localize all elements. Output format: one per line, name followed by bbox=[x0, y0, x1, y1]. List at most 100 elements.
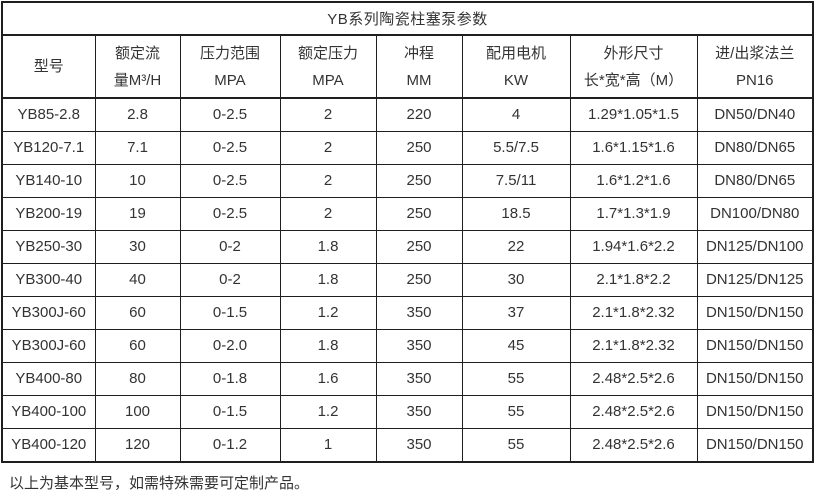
table-cell: 0-2.5 bbox=[179, 131, 281, 165]
column-header-line1: 型号 bbox=[33, 58, 64, 75]
table-cell: 1.6*1.2*1.6 bbox=[569, 164, 698, 198]
table-cell: 1.6*1.15*1.6 bbox=[569, 131, 698, 165]
column-header-7: 外形尺寸长*宽*高（M） bbox=[569, 34, 698, 99]
table-cell: 2 bbox=[279, 164, 377, 198]
column-header-line2: MPA bbox=[214, 71, 246, 89]
table-cell: 0-2 bbox=[179, 263, 281, 297]
table-cell: DN80/DN65 bbox=[696, 164, 814, 198]
table-cell: 55 bbox=[461, 395, 571, 429]
table-cell: 7.1 bbox=[94, 131, 181, 165]
table-cell: 2.8 bbox=[94, 97, 181, 132]
table-cell: 1 bbox=[279, 428, 377, 463]
table-cell: 250 bbox=[375, 197, 463, 231]
table-cell: 0-1.5 bbox=[179, 395, 281, 429]
table-row: YB250-30 30 0-2 1.8 250 22 1.94*1.6*2.2 DN125/D… bbox=[1, 230, 814, 264]
table-cell: 350 bbox=[375, 329, 463, 363]
table-body: YB85-2.8 2.8 0-2.5 2 220 4 1.29*1.05*1.5 DN50/D… bbox=[1, 97, 814, 463]
table-cell: 0-1.8 bbox=[179, 362, 281, 396]
table-cell: 1.2 bbox=[279, 395, 377, 429]
table-cell: 19 bbox=[94, 197, 181, 231]
table-cell: 2.1*1.8*2.2 bbox=[569, 263, 698, 297]
table-cell: DN125/DN125 bbox=[696, 263, 814, 297]
table-cell: 120 bbox=[94, 428, 181, 463]
table-cell: 40 bbox=[94, 263, 181, 297]
table-cell: 0-1.5 bbox=[179, 296, 281, 330]
table-cell: YB300J-60 bbox=[1, 329, 96, 363]
table-cell: 250 bbox=[375, 263, 463, 297]
column-header-6: 配用电机 KW bbox=[461, 34, 571, 99]
column-header-5: 冲程 MM bbox=[375, 34, 463, 99]
table-cell: 2.1*1.8*2.32 bbox=[569, 296, 698, 330]
table-cell: YB400-100 bbox=[1, 395, 96, 429]
table-cell: YB400-120 bbox=[1, 428, 96, 463]
table-cell: 0-1.2 bbox=[179, 428, 281, 463]
table-cell: 2.1*1.8*2.32 bbox=[569, 329, 698, 363]
table-cell: 350 bbox=[375, 296, 463, 330]
table-cell: 100 bbox=[94, 395, 181, 429]
table-cell: 1.6 bbox=[279, 362, 377, 396]
column-header-line1: 额定流 bbox=[114, 44, 160, 62]
table-cell: 2.48*2.5*2.6 bbox=[569, 395, 698, 429]
table-cell: 2.48*2.5*2.6 bbox=[569, 428, 698, 463]
table-cell: 350 bbox=[375, 395, 463, 429]
table-cell: 0-2.5 bbox=[179, 97, 281, 132]
table-cell: 350 bbox=[375, 362, 463, 396]
table-cell: YB250-30 bbox=[1, 230, 96, 264]
table-cell: 10 bbox=[94, 164, 181, 198]
table-cell: 30 bbox=[94, 230, 181, 264]
column-header-line2: 长*宽*高（M） bbox=[583, 71, 684, 89]
table-title: YB系列陶瓷柱塞泵参数 bbox=[1, 1, 814, 36]
table-cell: 30 bbox=[461, 263, 571, 297]
table-cell: DN50/DN40 bbox=[696, 97, 814, 132]
table-cell: DN80/DN65 bbox=[696, 131, 814, 165]
table-cell: 2 bbox=[279, 131, 377, 165]
table-cell: 0-2 bbox=[179, 230, 281, 264]
table-cell: 55 bbox=[461, 362, 571, 396]
table-cell: 250 bbox=[375, 230, 463, 264]
table-cell: 1.7*1.3*1.9 bbox=[569, 197, 698, 231]
column-header-line1: 额定压力 bbox=[297, 44, 358, 62]
table-cell: 2.48*2.5*2.6 bbox=[569, 362, 698, 396]
table-cell: YB400-80 bbox=[1, 362, 96, 396]
footer-note: 以上为基本型号，如需特殊需要可定制产品。 bbox=[9, 475, 310, 492]
table-cell: 45 bbox=[461, 329, 571, 363]
table-cell: DN150/DN150 bbox=[696, 428, 814, 463]
table-cell: DN150/DN150 bbox=[696, 329, 814, 363]
table-cell: 220 bbox=[375, 97, 463, 132]
table-row: YB400-80 80 0-1.8 1.6 350 55 2.48*2.5*2.6 DN150… bbox=[1, 362, 814, 396]
table-cell: 1.94*1.6*2.2 bbox=[569, 230, 698, 264]
table-cell: YB200-19 bbox=[1, 197, 96, 231]
column-header-1: 型号 bbox=[1, 34, 96, 99]
column-header-line1: 压力范围 bbox=[199, 44, 260, 62]
table-cell: 1.8 bbox=[279, 230, 377, 264]
table-cell: 22 bbox=[461, 230, 571, 264]
column-header-4: 额定压力 MPA bbox=[279, 34, 377, 99]
table-cell: 5.5/7.5 bbox=[461, 131, 571, 165]
column-header-line2: MM bbox=[406, 71, 432, 89]
table-cell: 4 bbox=[461, 97, 571, 132]
column-header-line2: PN16 bbox=[735, 71, 774, 89]
table-cell: YB120-7.1 bbox=[1, 131, 96, 165]
table-row: YB400-100 100 0-1.5 1.2 350 55 2.48*2.5*2.6 DN1… bbox=[1, 395, 814, 429]
table-cell: YB85-2.8 bbox=[1, 97, 96, 132]
table-cell: DN100/DN80 bbox=[696, 197, 814, 231]
table-cell: YB300J-60 bbox=[1, 296, 96, 330]
table-cell: YB140-10 bbox=[1, 164, 96, 198]
table-row: YB400-120 120 0-1.2 1 350 55 2.48*2.5*2.6 DN150… bbox=[1, 428, 814, 463]
table-cell: 2 bbox=[279, 197, 377, 231]
table-cell: 0-2.5 bbox=[179, 197, 281, 231]
table-row: YB85-2.8 2.8 0-2.5 2 220 4 1.29*1.05*1.5 DN50/D… bbox=[1, 97, 814, 132]
table-title-row: YB系列陶瓷柱塞泵参数 bbox=[1, 1, 814, 36]
table-row: YB300J-60 60 0-2.0 1.8 350 45 2.1*1.8*2.32 DN15… bbox=[1, 329, 814, 363]
column-header-line2: 量M³/H bbox=[113, 71, 162, 89]
table-row: YB200-19 19 0-2.5 2 250 18.5 1.7*1.3*1.9 DN100/… bbox=[1, 197, 814, 231]
table-cell: 18.5 bbox=[461, 197, 571, 231]
table-cell: 350 bbox=[375, 428, 463, 463]
table-row: YB300-40 40 0-2 1.8 250 30 2.1*1.8*2.2 DN125/DN… bbox=[1, 263, 814, 297]
column-header-line1: 外形尺寸 bbox=[603, 44, 664, 62]
column-header-3: 压力范围 MPA bbox=[179, 34, 281, 99]
table-cell: 0-2.5 bbox=[179, 164, 281, 198]
table-cell: YB300-40 bbox=[1, 263, 96, 297]
table-cell: 7.5/11 bbox=[461, 164, 571, 198]
